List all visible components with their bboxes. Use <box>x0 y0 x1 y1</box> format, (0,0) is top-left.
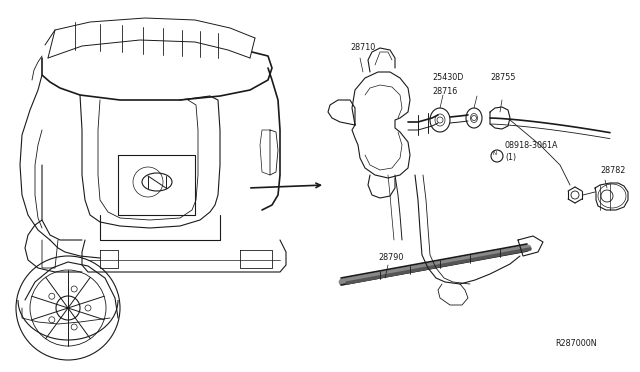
Text: (1): (1) <box>505 153 516 162</box>
Text: R287000N: R287000N <box>555 339 596 348</box>
Text: 28782: 28782 <box>600 166 625 175</box>
Text: 28716: 28716 <box>432 87 457 96</box>
Text: 28790: 28790 <box>378 253 403 262</box>
Text: N: N <box>493 151 497 155</box>
Text: 25430D: 25430D <box>432 73 463 82</box>
Text: 28710: 28710 <box>350 43 375 52</box>
Text: 28755: 28755 <box>490 73 515 82</box>
Text: 08918-3061A: 08918-3061A <box>505 141 559 150</box>
